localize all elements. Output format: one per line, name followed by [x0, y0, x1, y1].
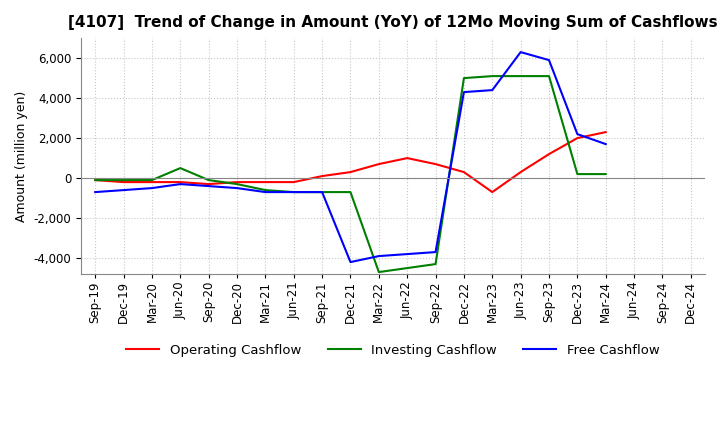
Investing Cashflow: [176, 165, 184, 171]
Investing Cashflow: [289, 190, 298, 195]
Operating Cashflow: [601, 129, 610, 135]
Free Cashflow: [233, 185, 241, 191]
Operating Cashflow: [545, 151, 554, 157]
Investing Cashflow: [601, 172, 610, 177]
Investing Cashflow: [374, 269, 383, 275]
Operating Cashflow: [204, 181, 213, 187]
Free Cashflow: [318, 190, 326, 195]
Free Cashflow: [346, 260, 355, 265]
Investing Cashflow: [431, 261, 440, 267]
Operating Cashflow: [289, 180, 298, 185]
Operating Cashflow: [91, 177, 99, 183]
Operating Cashflow: [374, 161, 383, 167]
Operating Cashflow: [148, 180, 156, 185]
Free Cashflow: [573, 132, 582, 137]
Investing Cashflow: [488, 73, 497, 79]
Operating Cashflow: [516, 169, 525, 175]
Operating Cashflow: [261, 180, 270, 185]
Investing Cashflow: [545, 73, 554, 79]
Free Cashflow: [459, 89, 468, 95]
Title: [4107]  Trend of Change in Amount (YoY) of 12Mo Moving Sum of Cashflows: [4107] Trend of Change in Amount (YoY) o…: [68, 15, 718, 30]
Free Cashflow: [374, 253, 383, 259]
Operating Cashflow: [573, 136, 582, 141]
Free Cashflow: [545, 58, 554, 63]
Investing Cashflow: [120, 177, 128, 183]
Free Cashflow: [488, 88, 497, 93]
Operating Cashflow: [346, 169, 355, 175]
Free Cashflow: [148, 185, 156, 191]
Free Cashflow: [601, 141, 610, 147]
Free Cashflow: [261, 190, 270, 195]
Free Cashflow: [289, 190, 298, 195]
Operating Cashflow: [120, 180, 128, 185]
Investing Cashflow: [318, 190, 326, 195]
Operating Cashflow: [318, 173, 326, 179]
Investing Cashflow: [573, 172, 582, 177]
Investing Cashflow: [233, 181, 241, 187]
Y-axis label: Amount (million yen): Amount (million yen): [15, 91, 28, 222]
Investing Cashflow: [403, 265, 412, 271]
Investing Cashflow: [148, 177, 156, 183]
Free Cashflow: [120, 187, 128, 193]
Line: Operating Cashflow: Operating Cashflow: [95, 132, 606, 192]
Legend: Operating Cashflow, Investing Cashflow, Free Cashflow: Operating Cashflow, Investing Cashflow, …: [121, 338, 665, 362]
Operating Cashflow: [431, 161, 440, 167]
Operating Cashflow: [459, 169, 468, 175]
Line: Free Cashflow: Free Cashflow: [95, 52, 606, 262]
Operating Cashflow: [488, 190, 497, 195]
Free Cashflow: [91, 190, 99, 195]
Operating Cashflow: [176, 180, 184, 185]
Investing Cashflow: [91, 177, 99, 183]
Investing Cashflow: [261, 187, 270, 193]
Free Cashflow: [431, 249, 440, 255]
Free Cashflow: [403, 251, 412, 257]
Free Cashflow: [176, 181, 184, 187]
Operating Cashflow: [403, 155, 412, 161]
Investing Cashflow: [516, 73, 525, 79]
Investing Cashflow: [346, 190, 355, 195]
Line: Investing Cashflow: Investing Cashflow: [95, 76, 606, 272]
Free Cashflow: [516, 49, 525, 55]
Investing Cashflow: [204, 177, 213, 183]
Free Cashflow: [204, 183, 213, 189]
Operating Cashflow: [233, 180, 241, 185]
Investing Cashflow: [459, 76, 468, 81]
